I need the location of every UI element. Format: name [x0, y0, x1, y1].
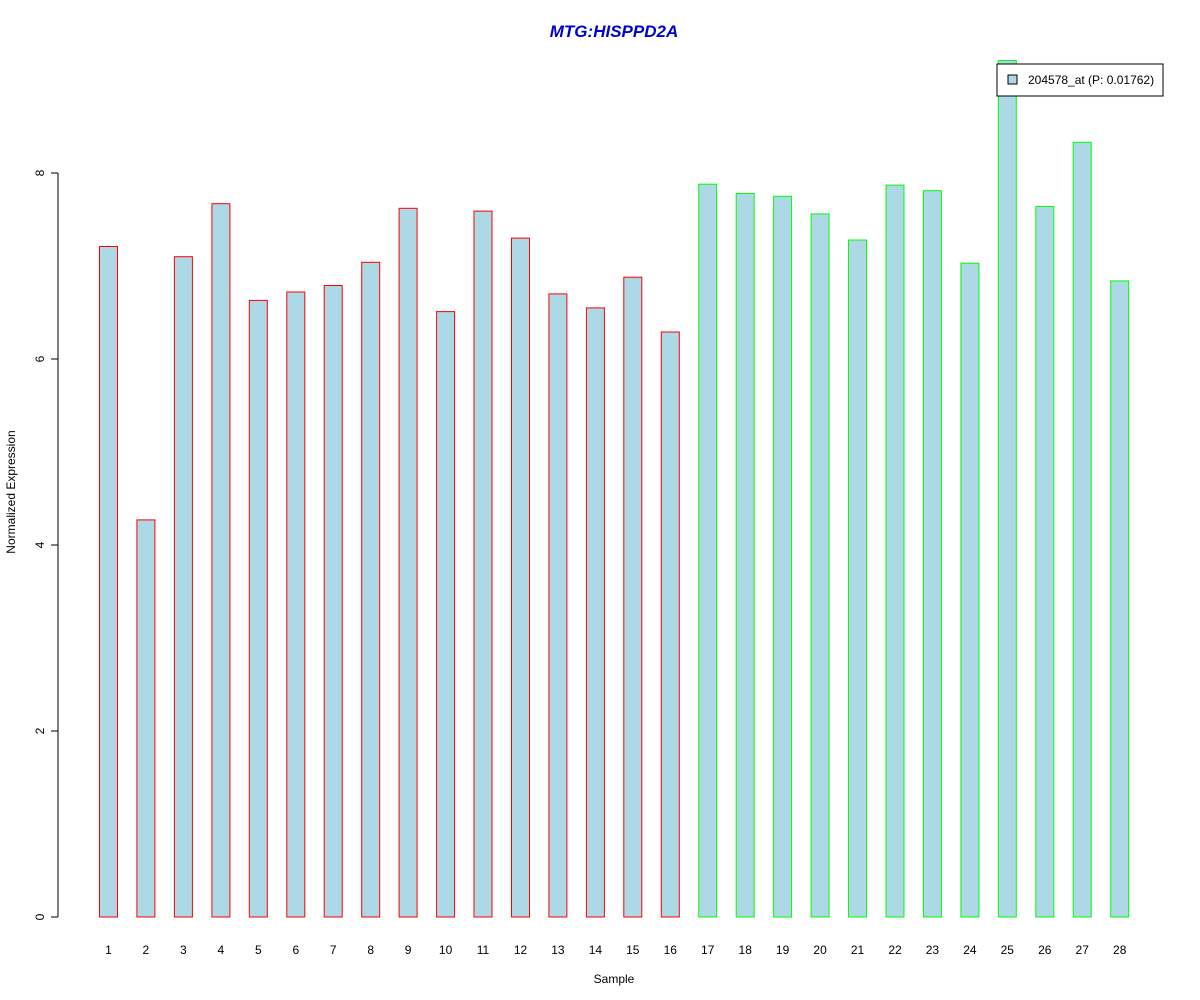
x-tick-label: 12 — [514, 943, 528, 957]
x-tick-label: 4 — [218, 943, 225, 957]
x-tick-label: 19 — [776, 943, 790, 957]
x-tick-label: 14 — [589, 943, 603, 957]
x-tick-label: 6 — [292, 943, 299, 957]
bar-sample-1 — [99, 246, 118, 918]
legend-label: 204578_at (P: 0.01762) — [1028, 73, 1154, 87]
x-tick-labels: 1 2 3 4 5 6 7 8 9 10 11 12 13 14 15 16 17 18 19 20 21 22 23 24 2… — [105, 943, 1127, 957]
bar-sample-2 — [136, 519, 156, 918]
x-tick-label: 27 — [1076, 943, 1090, 957]
x-tick-label: 11 — [477, 943, 490, 957]
x-tick-label: 23 — [926, 943, 940, 957]
bar-sample-17 — [698, 183, 718, 918]
y-tick-label: 4 — [33, 541, 47, 548]
bar-sample-21 — [848, 239, 867, 918]
bar-sample-23 — [922, 190, 942, 918]
y-tick-label: 0 — [33, 913, 47, 920]
bar-sample-10 — [436, 311, 456, 918]
x-tick-label: 22 — [888, 943, 902, 957]
x-tick-label: 16 — [664, 943, 678, 957]
x-tick-label: 26 — [1038, 943, 1052, 957]
bar-sample-6 — [286, 291, 306, 918]
bar-sample-13 — [548, 293, 568, 918]
x-tick-label: 20 — [813, 943, 827, 957]
bar-sample-20 — [810, 213, 830, 918]
bar-sample-14 — [585, 307, 605, 918]
bar-sample-7 — [323, 285, 343, 918]
bar-sample-18 — [735, 193, 755, 918]
y-tick-label: 2 — [33, 727, 47, 734]
x-tick-label: 13 — [551, 943, 565, 957]
bar-sample-27 — [1072, 141, 1092, 918]
y-tick-label: 6 — [33, 355, 47, 362]
y-axis: 0 2 4 6 8 — [33, 169, 59, 920]
bar-sample-22 — [885, 184, 905, 918]
legend: 204578_at (P: 0.01762) — [996, 63, 1164, 97]
bar-sample-24 — [960, 262, 980, 918]
bar-sample-3 — [173, 256, 193, 918]
x-tick-label: 2 — [143, 943, 150, 957]
bar-sample-15 — [623, 276, 643, 918]
legend-box — [996, 63, 1164, 97]
bars-layer — [99, 60, 1130, 918]
bar-sample-12 — [511, 237, 530, 918]
chart-title: MTG:HISPPD2A — [550, 22, 678, 41]
bar-sample-5 — [248, 299, 268, 918]
bar-sample-19 — [773, 195, 793, 918]
bar-sample-9 — [398, 207, 418, 918]
x-tick-label: 1 — [105, 943, 112, 957]
bar-sample-26 — [1035, 206, 1055, 918]
y-axis-label: Normalized Expression — [4, 430, 18, 553]
bar-sample-25 — [997, 60, 1017, 918]
bar-sample-8 — [361, 261, 381, 918]
bar-sample-16 — [660, 331, 680, 918]
x-tick-label: 25 — [1001, 943, 1015, 957]
legend-swatch — [1007, 74, 1018, 85]
x-tick-label: 5 — [255, 943, 262, 957]
x-tick-label: 8 — [367, 943, 374, 957]
x-tick-label: 21 — [851, 943, 865, 957]
x-tick-label: 28 — [1113, 943, 1127, 957]
x-tick-label: 24 — [963, 943, 977, 957]
bar-sample-4 — [211, 203, 231, 918]
x-tick-label: 3 — [180, 943, 187, 957]
x-tick-label: 15 — [626, 943, 640, 957]
x-tick-label: 10 — [439, 943, 453, 957]
x-tick-label: 7 — [330, 943, 337, 957]
bar-sample-28 — [1110, 280, 1130, 918]
x-axis-label: Sample — [594, 972, 635, 986]
x-tick-label: 17 — [701, 943, 715, 957]
bar-sample-11 — [473, 210, 493, 918]
y-tick-label: 8 — [33, 169, 47, 176]
x-tick-label: 18 — [739, 943, 753, 957]
x-tick-label: 9 — [405, 943, 412, 957]
